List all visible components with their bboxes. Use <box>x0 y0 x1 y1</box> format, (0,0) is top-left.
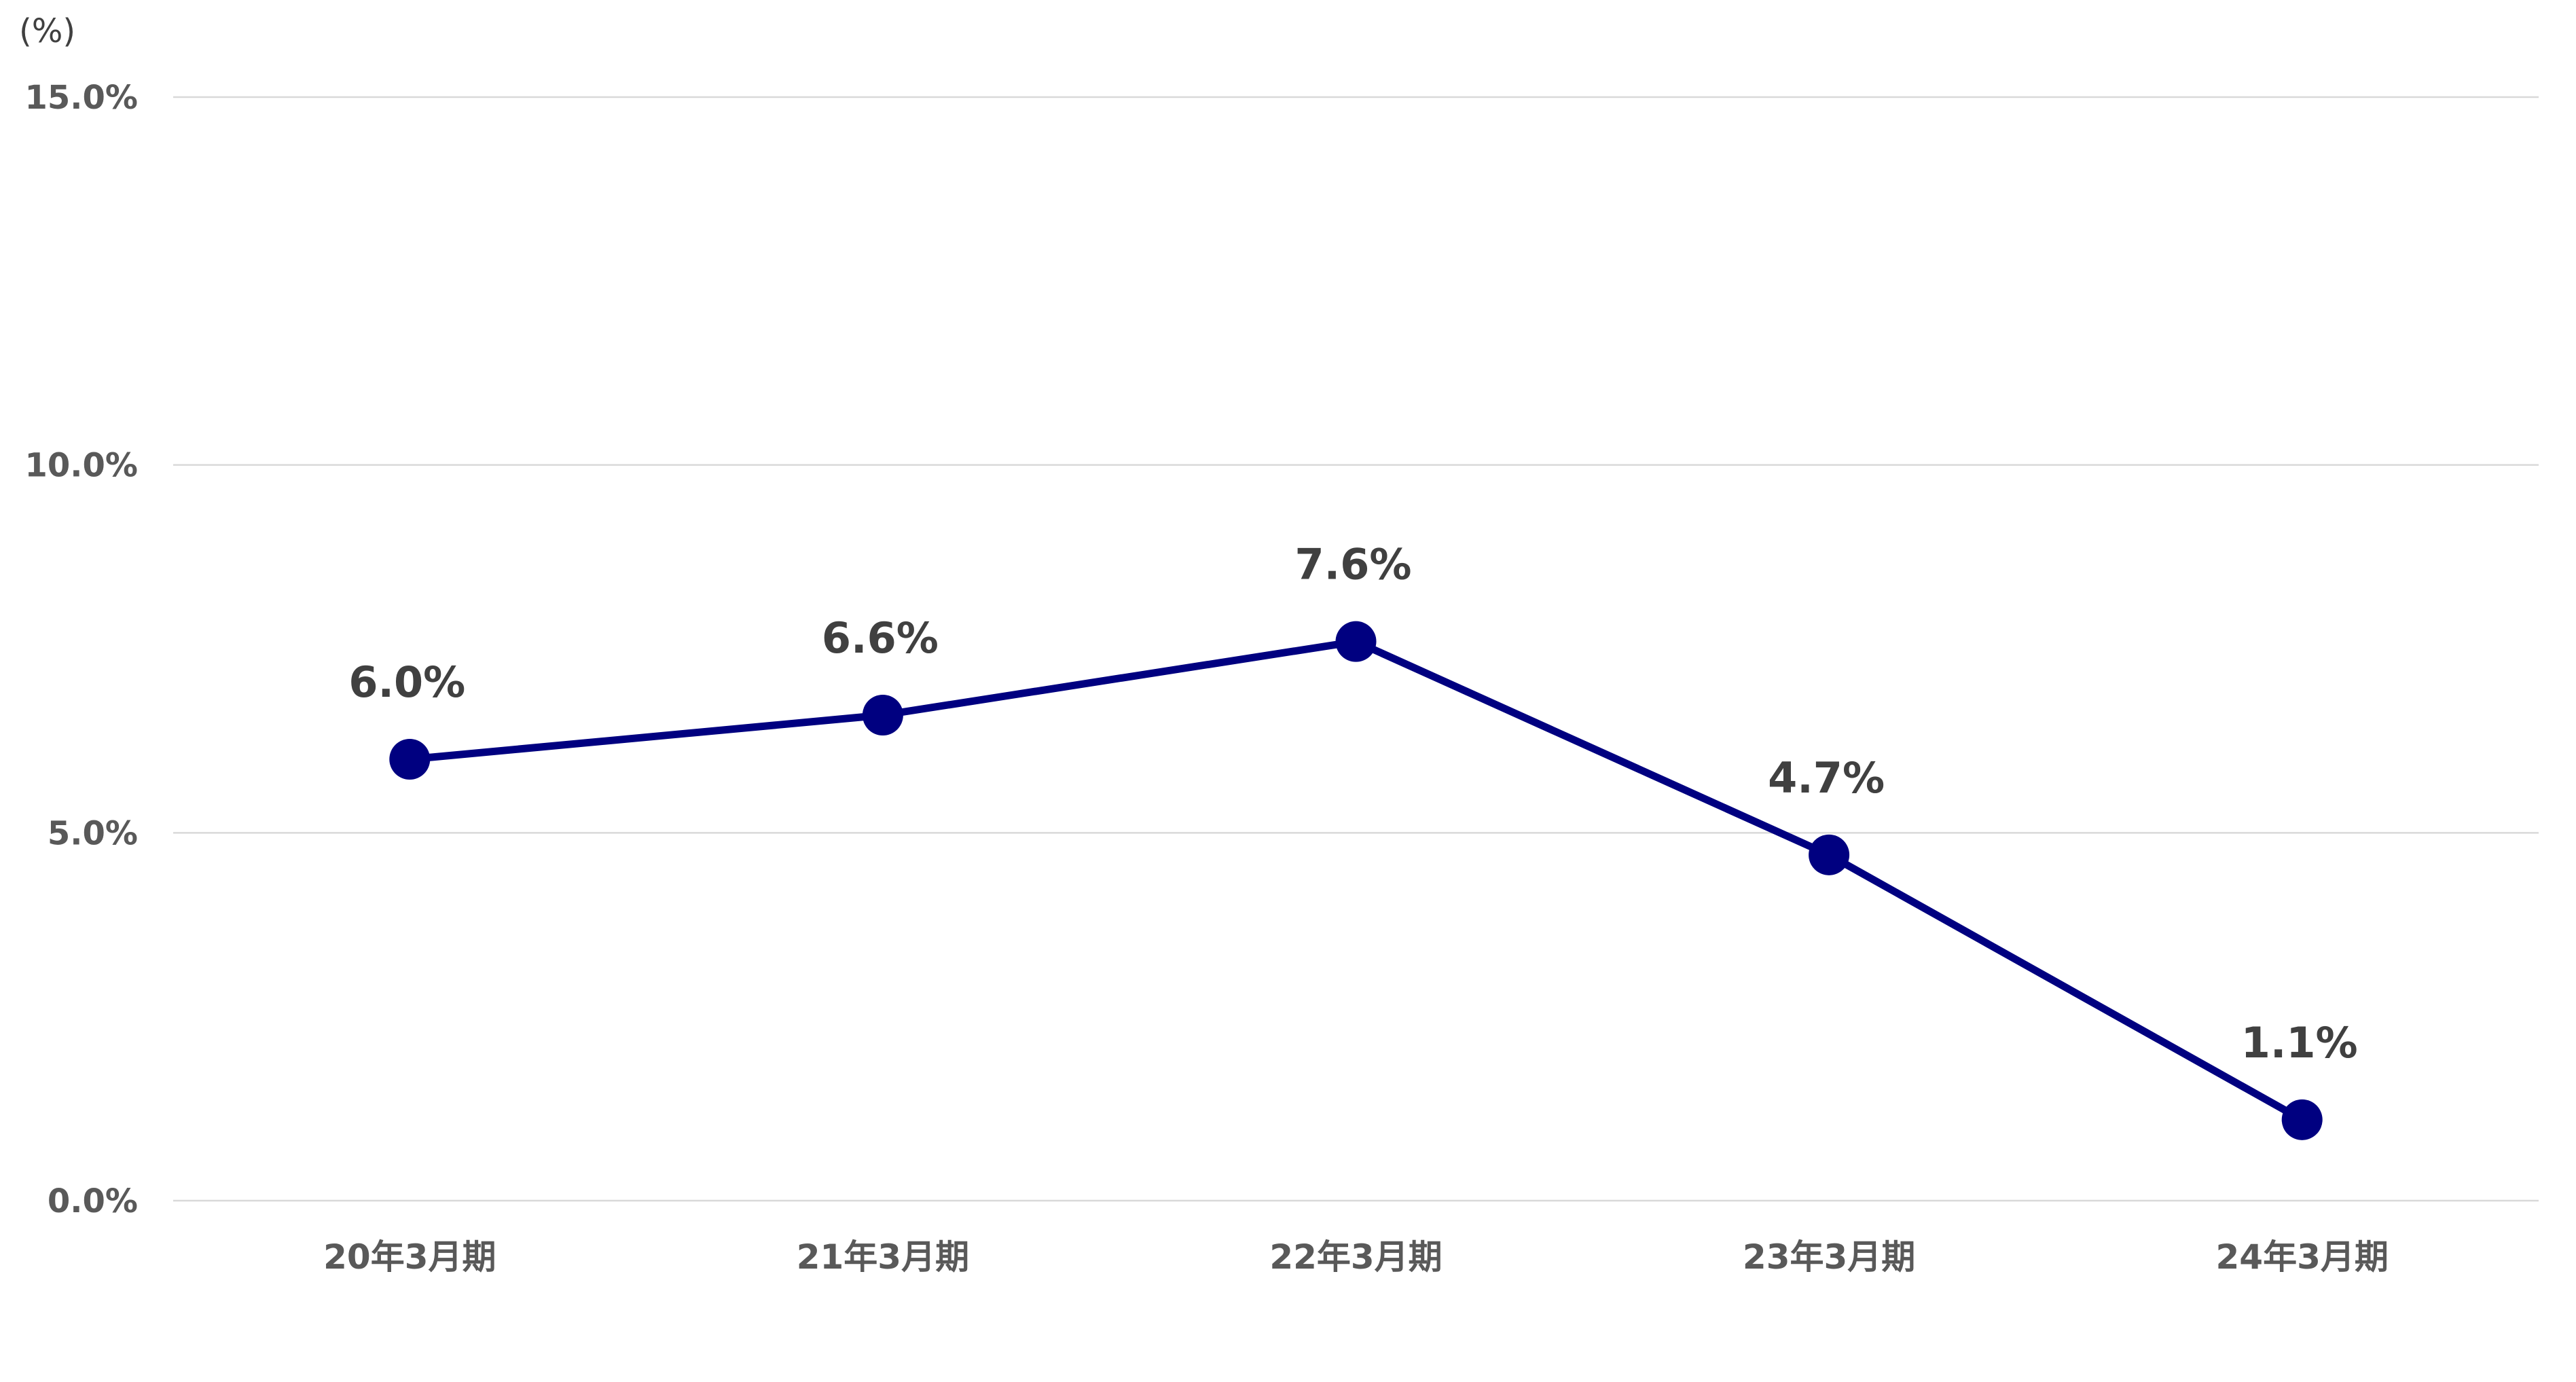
x-tick-label: 21年3月期 <box>797 1237 969 1277</box>
data-point-marker <box>862 695 903 735</box>
data-point-marker <box>1809 834 1850 875</box>
data-label: 4.7% <box>1768 753 1885 803</box>
y-axis-ticks: 0.0% 5.0% 10.0% 15.0% <box>24 79 138 1220</box>
y-tick-label: 5.0% <box>48 814 138 852</box>
data-points <box>389 621 2323 1140</box>
data-label: 6.0% <box>348 657 465 707</box>
gridlines <box>173 96 2539 1202</box>
y-tick-label: 15.0% <box>24 79 138 117</box>
y-tick-label: 0.0% <box>48 1182 138 1220</box>
x-tick-label: 22年3月期 <box>1269 1237 1442 1277</box>
data-point-marker <box>2281 1099 2323 1140</box>
data-label: 6.6% <box>822 613 939 663</box>
x-tick-label: 20年3月期 <box>323 1237 496 1277</box>
data-labels: 6.0% 6.6% 7.6% 4.7% 1.1% <box>348 540 2357 1068</box>
data-label: 1.1% <box>2241 1018 2358 1068</box>
y-tick-label: 10.0% <box>24 447 138 485</box>
series-line <box>405 638 2306 1124</box>
x-tick-label: 24年3月期 <box>2216 1237 2389 1277</box>
y-axis-unit-label: (%) <box>19 12 75 50</box>
x-axis-ticks: 20年3月期 21年3月期 22年3月期 23年3月期 24年3月期 <box>323 1237 2389 1277</box>
data-point-marker <box>1335 621 1377 662</box>
x-tick-label: 23年3月期 <box>1743 1237 1915 1277</box>
data-point-marker <box>389 739 431 780</box>
series-line-path <box>405 638 2306 1124</box>
data-label: 7.6% <box>1295 540 1412 589</box>
